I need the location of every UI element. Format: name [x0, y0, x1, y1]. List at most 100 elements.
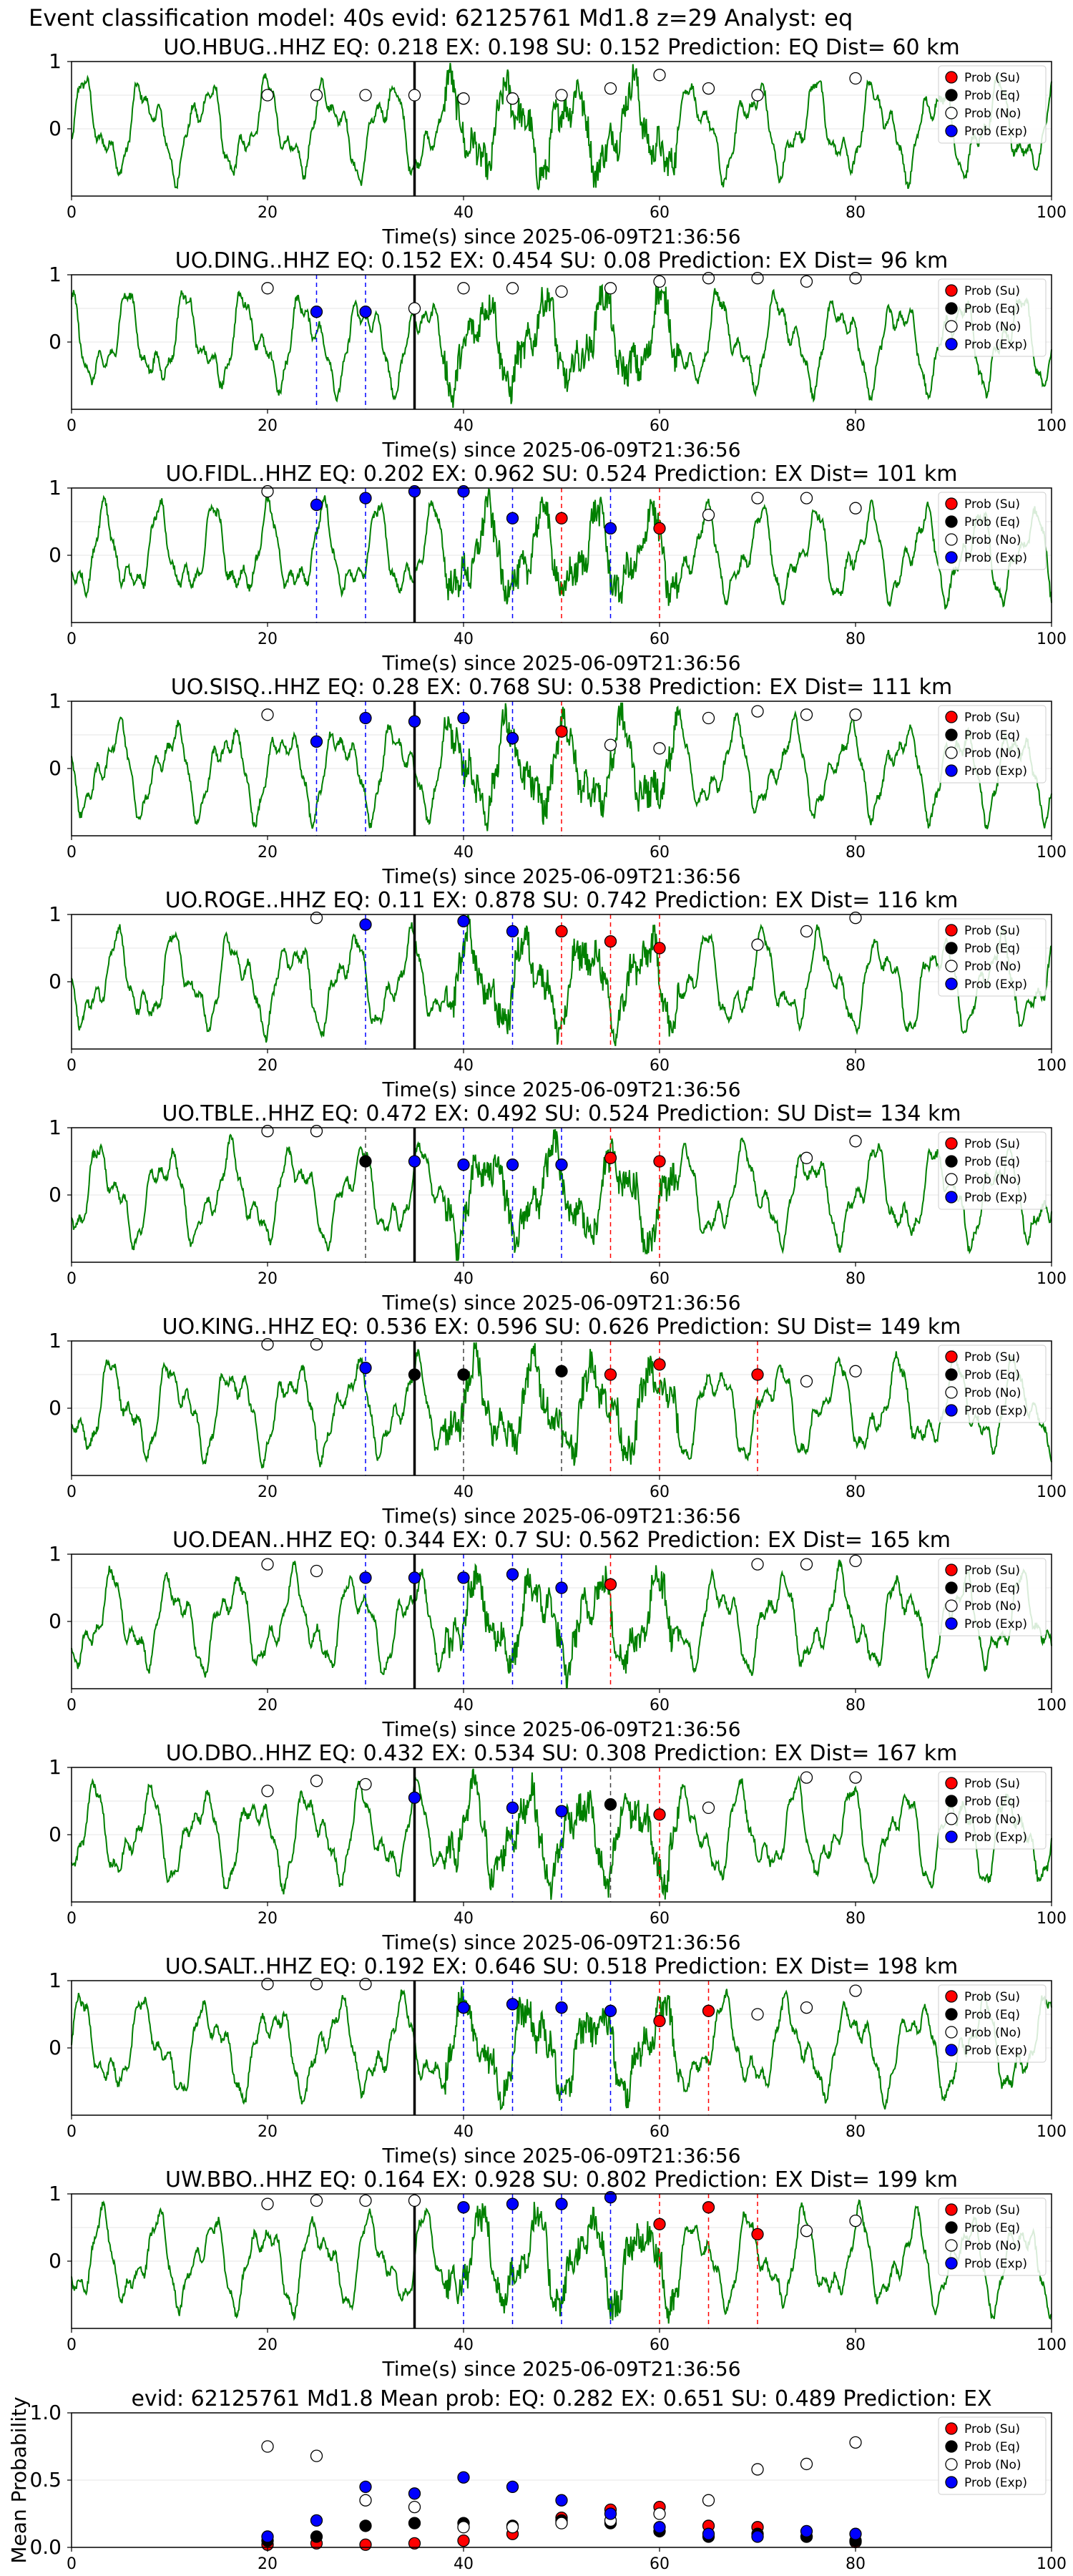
- panel-7: UO.DEAN..HHZ EQ: 0.344 EX: 0.7 SU: 0.562…: [49, 1528, 1067, 1741]
- y-tick-label: 0.5: [29, 2468, 62, 2492]
- legend-marker-eq: [945, 89, 958, 102]
- panel-title: evid: 62125761 Md1.8 Mean prob: EQ: 0.28…: [131, 2386, 991, 2411]
- y-tick-label: 1: [49, 2182, 62, 2205]
- y-tick-label: 1: [49, 1329, 62, 1352]
- waveform-trace: [71, 1128, 1052, 1262]
- panel-title: UO.FIDL..HHZ EQ: 0.202 EX: 0.962 SU: 0.5…: [166, 462, 958, 487]
- marker-exp: [506, 732, 519, 745]
- panel-10: UW.BBO..HHZ EQ: 0.164 EX: 0.928 SU: 0.80…: [49, 2167, 1067, 2381]
- x-tick-label: 0: [67, 2336, 77, 2354]
- x-axis-label: Time(s) since 2025-06-09T21:36:56: [381, 2357, 740, 2381]
- marker-no: [604, 82, 617, 95]
- y-tick-label: 0: [49, 970, 62, 993]
- legend-label-su: Prob (Su): [964, 1563, 1020, 1578]
- marker-no: [849, 1135, 862, 1148]
- y-tick-label: 0: [49, 1609, 62, 1633]
- panel-4: UO.ROGE..HHZ EQ: 0.11 EX: 0.878 SU: 0.74…: [49, 888, 1067, 1101]
- figure-title: Event classification model: 40s evid: 62…: [29, 4, 853, 31]
- panel-title: UO.DING..HHZ EQ: 0.152 EX: 0.454 SU: 0.0…: [175, 248, 949, 273]
- y-tick-label: 1: [49, 49, 62, 73]
- panel-title: UO.ROGE..HHZ EQ: 0.11 EX: 0.878 SU: 0.74…: [165, 888, 959, 913]
- legend-label-no: Prob (No): [964, 2239, 1021, 2253]
- marker-no: [261, 1558, 274, 1571]
- marker-no: [849, 2436, 862, 2449]
- legend-label-exp: Prob (Exp): [964, 764, 1027, 779]
- marker-no: [849, 708, 862, 721]
- legend-marker-no: [945, 320, 958, 333]
- x-tick-label: 40: [454, 2555, 474, 2573]
- x-tick-label: 20: [258, 1483, 278, 1501]
- marker-no: [800, 2225, 813, 2238]
- marker-su: [604, 935, 617, 948]
- y-tick-label: 0: [49, 543, 62, 567]
- panel-11: evid: 62125761 Md1.8 Mean prob: EQ: 0.28…: [7, 2386, 1067, 2573]
- marker-no: [751, 1558, 764, 1571]
- panel-title: UW.BBO..HHZ EQ: 0.164 EX: 0.928 SU: 0.80…: [165, 2167, 958, 2192]
- legend-marker-no: [945, 533, 958, 546]
- legend-marker-exp: [945, 1404, 958, 1417]
- legend-label-su: Prob (Su): [964, 711, 1020, 725]
- x-tick-label: 40: [454, 2123, 474, 2141]
- marker-no: [849, 1984, 862, 1997]
- legend-box: [938, 1771, 1047, 1850]
- marker-no: [408, 2500, 421, 2514]
- x-tick-label: 20: [258, 630, 278, 648]
- x-tick-label: 20: [258, 204, 278, 222]
- marker-no: [751, 2008, 764, 2021]
- legend-marker-su: [945, 2422, 958, 2435]
- legend-box: [938, 65, 1047, 144]
- marker-exp: [604, 2004, 617, 2017]
- waveform-trace: [71, 282, 1052, 408]
- panel-title: UO.DEAN..HHZ EQ: 0.344 EX: 0.7 SU: 0.562…: [172, 1528, 951, 1553]
- marker-no: [751, 492, 764, 504]
- legend: Prob (Su) Prob (Eq) Prob (No) Prob (Exp): [938, 705, 1047, 784]
- y-tick-label: 0: [49, 1396, 62, 1420]
- legend-label-su: Prob (Su): [964, 924, 1020, 938]
- marker-exp: [457, 711, 470, 725]
- marker-no: [653, 275, 666, 288]
- marker-no: [800, 1375, 813, 1388]
- legend-label-exp: Prob (Exp): [964, 1404, 1027, 1418]
- legend-label-no: Prob (No): [964, 107, 1021, 121]
- legend-marker-exp: [945, 551, 958, 564]
- marker-su: [751, 2228, 764, 2241]
- x-tick-label: 40: [454, 1697, 474, 1714]
- marker-exp: [506, 1568, 519, 1581]
- x-tick-label: 60: [650, 204, 670, 222]
- legend-label-no: Prob (No): [964, 1386, 1021, 1400]
- marker-exp: [359, 1571, 372, 1584]
- marker-exp: [457, 485, 470, 498]
- x-axis-label: Time(s) since 2025-06-09T21:36:56: [381, 1504, 740, 1528]
- legend-marker-no: [945, 107, 958, 119]
- marker-exp: [506, 2197, 519, 2210]
- marker-no: [555, 89, 568, 102]
- legend-label-eq: Prob (Eq): [964, 728, 1020, 743]
- x-tick-label: 80: [846, 204, 866, 222]
- marker-no: [261, 1978, 274, 1991]
- y-tick-label: 1: [49, 263, 62, 286]
- legend-box: [938, 918, 1047, 997]
- x-tick-label: 0: [67, 2555, 77, 2573]
- legend-box: [938, 1131, 1047, 1210]
- marker-no: [800, 2457, 813, 2471]
- marker-no: [261, 2197, 274, 2210]
- marker-no: [359, 1777, 372, 1791]
- x-tick-label: 100: [1037, 1697, 1067, 1714]
- marker-exp: [457, 2471, 470, 2484]
- x-tick-label: 100: [1037, 1483, 1067, 1501]
- legend-label-eq: Prob (Eq): [964, 89, 1020, 103]
- marker-no: [457, 92, 470, 105]
- panel-5: UO.TBLE..HHZ EQ: 0.472 EX: 0.492 SU: 0.5…: [49, 1101, 1067, 1314]
- x-tick-label: 100: [1037, 844, 1067, 862]
- marker-no: [310, 912, 323, 924]
- marker-exp: [457, 914, 470, 928]
- marker-no: [702, 1801, 715, 1815]
- legend-label-su: Prob (Su): [964, 2422, 1020, 2436]
- marker-exp: [408, 1155, 421, 1168]
- marker-no: [702, 2494, 715, 2507]
- marker-exp: [408, 1791, 421, 1804]
- marker-exp: [506, 2480, 519, 2494]
- x-axis-label: Time(s) since 2025-06-09T21:36:56: [381, 1717, 740, 1741]
- marker-no: [800, 492, 813, 504]
